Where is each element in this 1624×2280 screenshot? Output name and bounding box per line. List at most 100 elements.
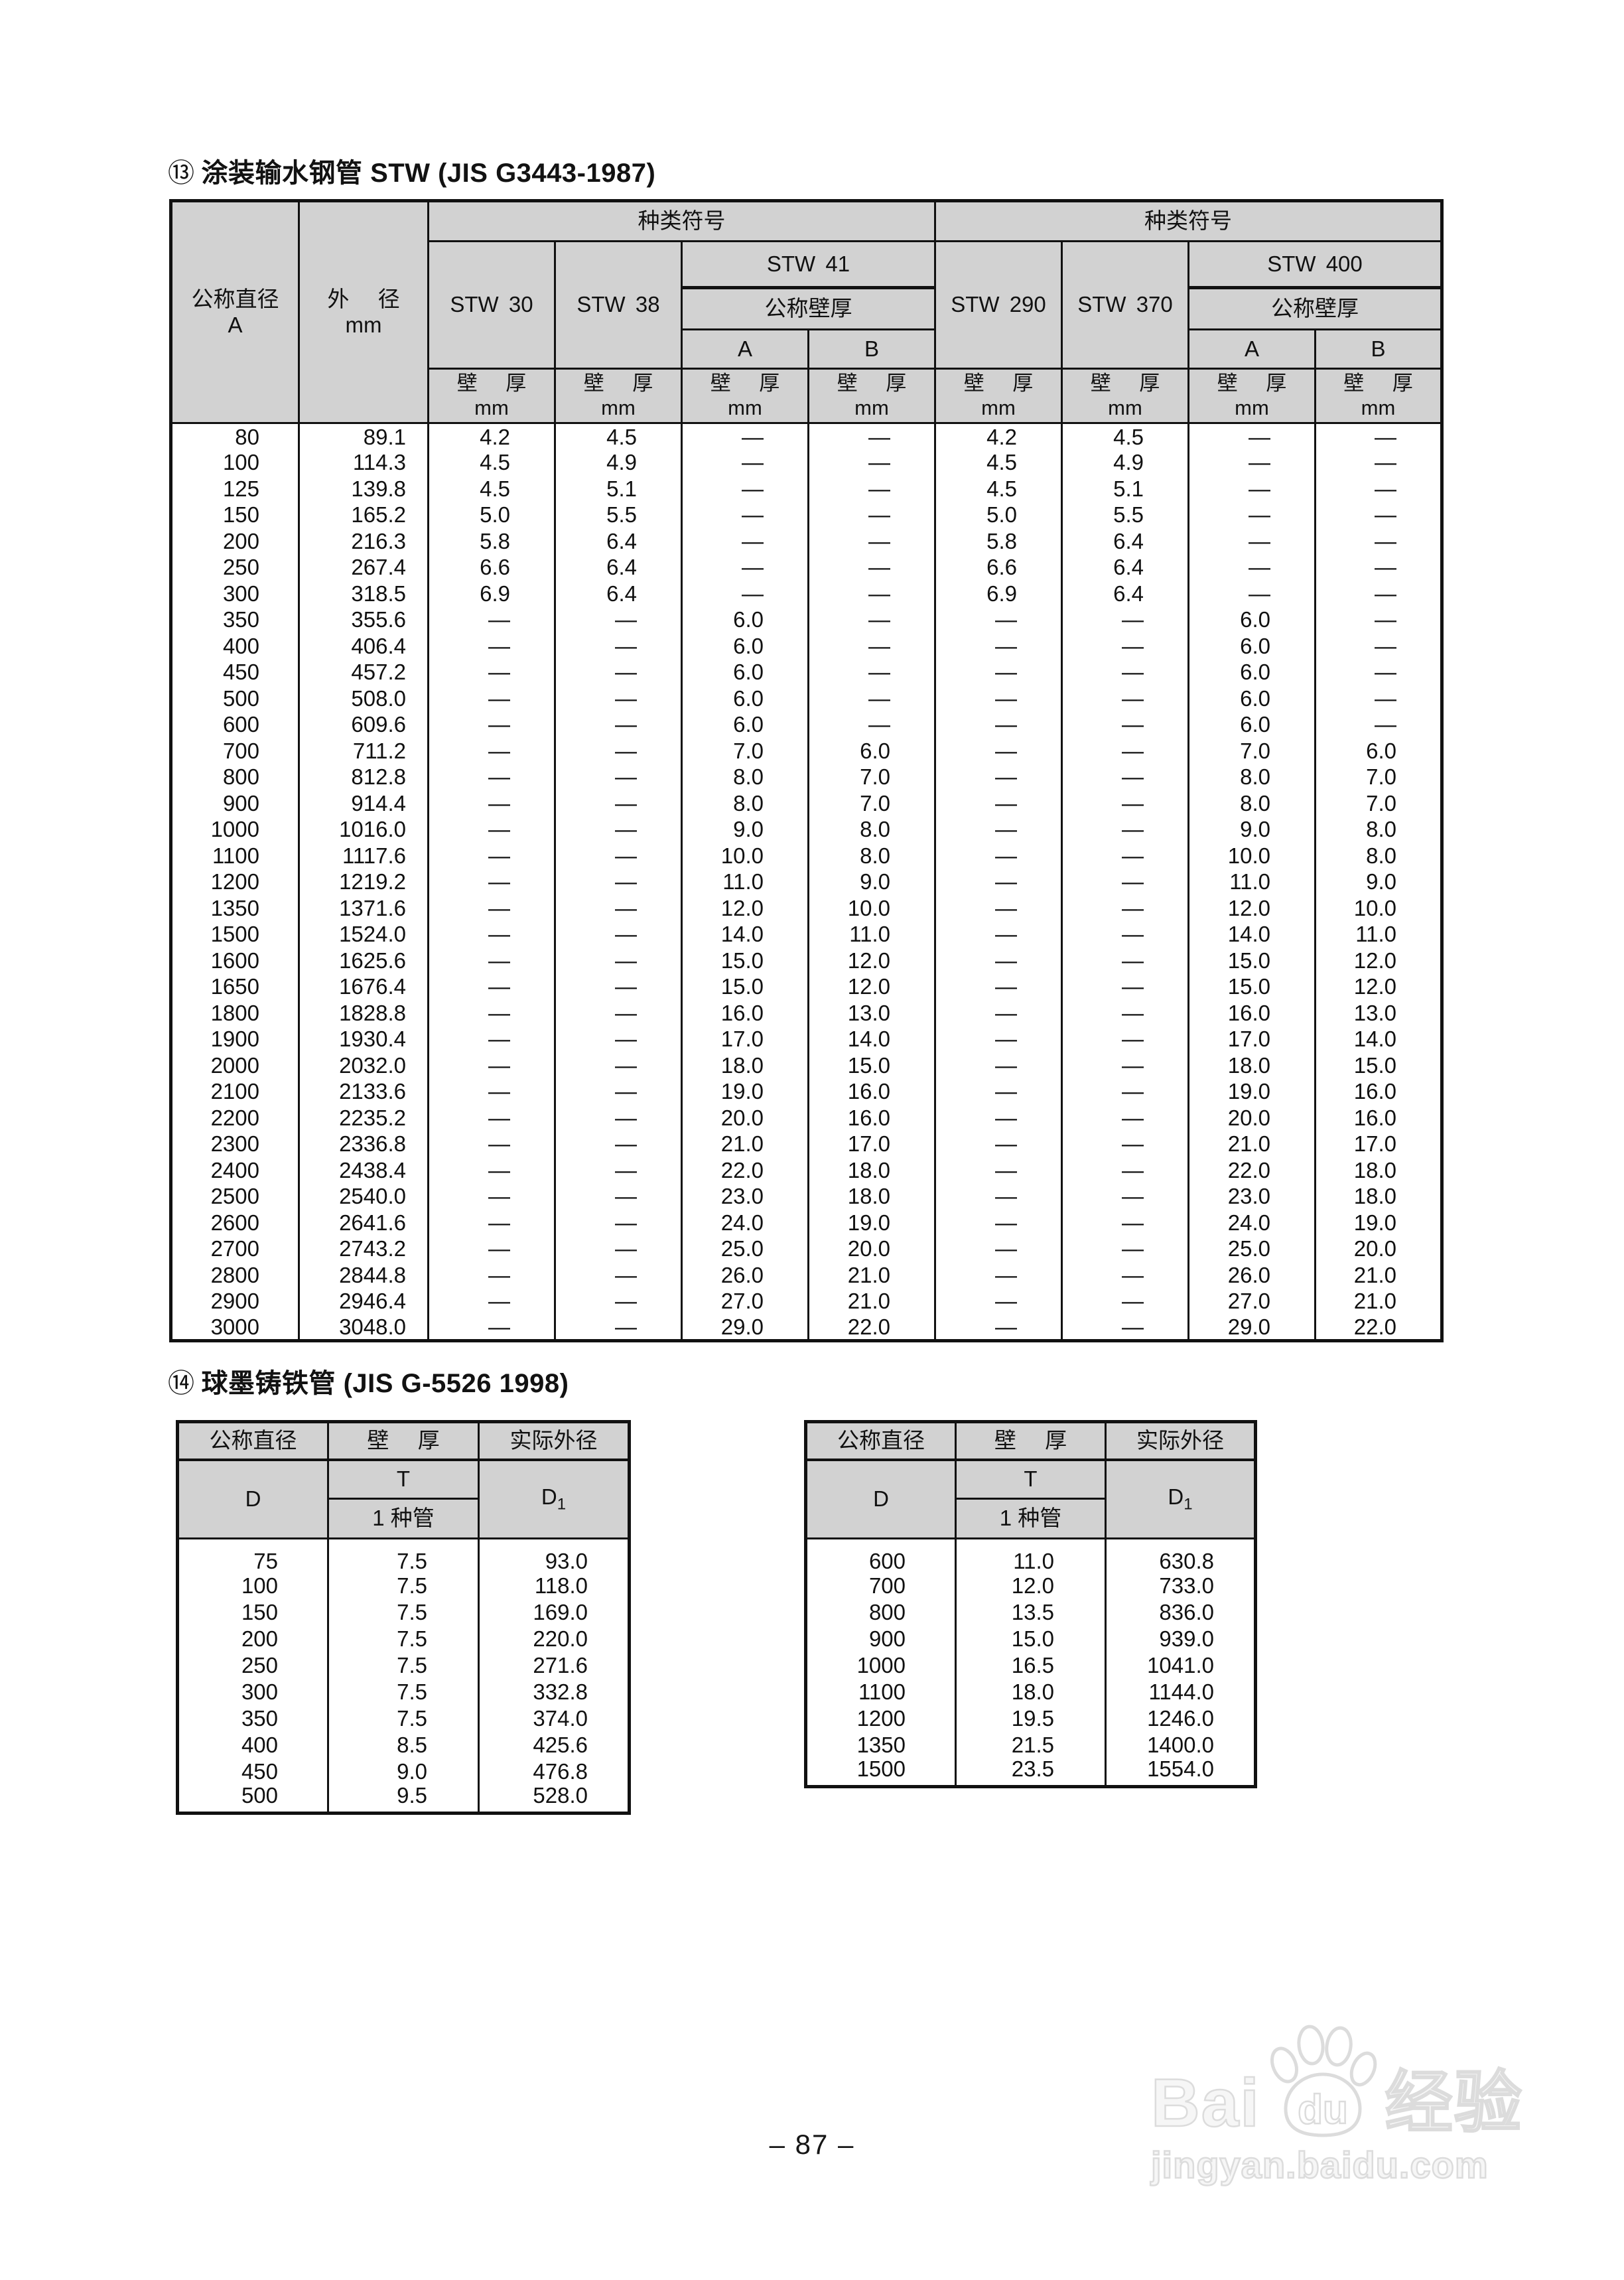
table-cell: 267.4 — [298, 554, 429, 581]
table-cell: — — [1061, 1157, 1189, 1183]
col-header-t: T — [327, 1459, 480, 1500]
table-cell: — — [427, 1236, 556, 1262]
table-cell: 7.0 — [807, 764, 936, 790]
table-cell: — — [934, 869, 1063, 895]
table-cell: 13.0 — [1314, 999, 1443, 1026]
table-cell: 1016.0 — [298, 816, 429, 843]
table-cell: — — [934, 1078, 1063, 1105]
table-cell: 5.1 — [554, 475, 683, 502]
table-cell: — — [1314, 711, 1443, 738]
table-cell: — — [554, 1052, 683, 1078]
table-cell: 23.0 — [681, 1183, 809, 1210]
table-row: 300 7.5 332.8 — [176, 1678, 630, 1705]
baidu-logo-du-text: du — [1298, 2087, 1348, 2133]
table-cell: 1400.0 — [1105, 1731, 1256, 1758]
table-cell: 900 — [170, 790, 300, 816]
table-cell: 20.0 — [807, 1236, 936, 1262]
table-cell: 6.6 — [934, 554, 1063, 581]
circled-13-index: ⑬ — [168, 158, 195, 188]
table-row: 1900 1930.4— —17.0 14.0— —17.0 14.0 — [170, 1026, 1443, 1052]
table-cell: 914.4 — [298, 790, 429, 816]
table-cell: 6.4 — [1061, 528, 1189, 554]
table-row: 1000 16.5 1041.0 — [805, 1652, 1256, 1678]
table-cell: 7.0 — [1187, 737, 1316, 764]
table-cell: 2900 — [170, 1288, 300, 1315]
table-cell: 1246.0 — [1105, 1705, 1256, 1731]
table-cell: 5.5 — [1061, 502, 1189, 528]
table-cell: 16.0 — [1314, 1078, 1443, 1105]
table-row: 1500 1524.0— —14.0 11.0— —14.0 11.0 — [170, 921, 1443, 948]
table-cell: 1524.0 — [298, 921, 429, 948]
table-cell: 1350 — [170, 894, 300, 921]
table-row: 350 7.5 374.0 — [176, 1705, 630, 1731]
col-header-actual-od: 实际外径 — [478, 1421, 630, 1461]
table-cell: — — [554, 894, 683, 921]
table-row: 450 9.0 476.8 — [176, 1758, 630, 1784]
table-cell: — — [427, 869, 556, 895]
table-cell: 4.5 — [427, 449, 556, 476]
table-cell: 400 — [170, 632, 300, 659]
table-cell: — — [934, 947, 1063, 973]
table-cell: 450 — [176, 1758, 329, 1784]
table-cell: 11.0 — [681, 869, 809, 895]
table-cell: — — [934, 1026, 1063, 1052]
table-cell: 5.1 — [1061, 475, 1189, 502]
table-cell: — — [554, 1236, 683, 1262]
table-row: 350 355.6— —6.0— — —6.0— — [170, 606, 1443, 633]
table-cell: — — [1061, 842, 1189, 869]
table-cell: 13.0 — [807, 999, 936, 1026]
table-cell: 7.0 — [681, 737, 809, 764]
table-cell: 89.1 — [298, 423, 429, 449]
table-cell: — — [681, 554, 809, 581]
table-cell: — — [934, 973, 1063, 1000]
table-cell: 1930.4 — [298, 1026, 429, 1052]
table-row: 200 7.5 220.0 — [176, 1625, 630, 1652]
table-cell: — — [427, 1288, 556, 1315]
table-cell: — — [934, 711, 1063, 738]
table-cell: 733.0 — [1105, 1572, 1256, 1599]
table-cell: — — [1314, 475, 1443, 502]
table-cell: 24.0 — [681, 1209, 809, 1236]
table-cell: — — [554, 816, 683, 843]
table-cell: — — [554, 1157, 683, 1183]
table-cell: 17.0 — [681, 1026, 809, 1052]
table-cell: — — [1314, 580, 1443, 606]
table-cell: 11.0 — [807, 921, 936, 948]
table-cell: 7.0 — [1314, 764, 1443, 790]
table-row: 500 508.0— —6.0— — —6.0— — [170, 685, 1443, 711]
table-cell: — — [934, 1261, 1063, 1288]
table-cell: 21.5 — [955, 1731, 1107, 1758]
table-cell: 10.0 — [807, 894, 936, 921]
table-cell: 19.0 — [1187, 1078, 1316, 1105]
table-cell: — — [554, 711, 683, 738]
table-cell: — — [1187, 423, 1316, 449]
table-cell: 12.0 — [807, 973, 936, 1000]
ductile-table-body-right: 600 11.0 630.8 700 12.0 733.0 800 13.5 836.0 900 1… — [805, 1538, 1256, 1787]
table-cell: 15.0 — [955, 1625, 1107, 1652]
table-cell: — — [427, 842, 556, 869]
table-cell: 24.0 — [1187, 1209, 1316, 1236]
table-cell: 2100 — [170, 1078, 300, 1105]
table-cell: — — [1314, 449, 1443, 476]
table-cell: 27.0 — [681, 1288, 809, 1315]
table-cell: 2438.4 — [298, 1157, 429, 1183]
table-cell: 21.0 — [807, 1261, 936, 1288]
col-header-b: B — [807, 328, 936, 370]
col-header-actual-od: 实际外径 — [1105, 1421, 1256, 1461]
table-cell: 1676.4 — [298, 973, 429, 1000]
table-cell: 8.0 — [807, 842, 936, 869]
col-header-stw290: STW 290 — [934, 240, 1063, 370]
table-row: 1500 23.5 1554.0 — [805, 1758, 1256, 1787]
table-cell: 457.2 — [298, 659, 429, 685]
table-row: 700 711.2— —7.0 6.0— —7.0 6.0 — [170, 737, 1443, 764]
col-header-wall-thickness: 壁 厚 mm — [1187, 368, 1316, 424]
table-cell: 2600 — [170, 1209, 300, 1236]
table-row: 1200 19.5 1246.0 — [805, 1705, 1256, 1731]
table-cell: 7.0 — [1314, 790, 1443, 816]
baidu-logo: Bai du 经验 — [1150, 2023, 1576, 2137]
table-cell: 22.0 — [1314, 1314, 1443, 1340]
table-row: 900 15.0 939.0 — [805, 1625, 1256, 1652]
table-row: 2800 2844.8— —26.0 21.0— —26.0 21.0 — [170, 1261, 1443, 1288]
table-cell: — — [934, 1236, 1063, 1262]
table-cell: 23.5 — [955, 1758, 1107, 1787]
